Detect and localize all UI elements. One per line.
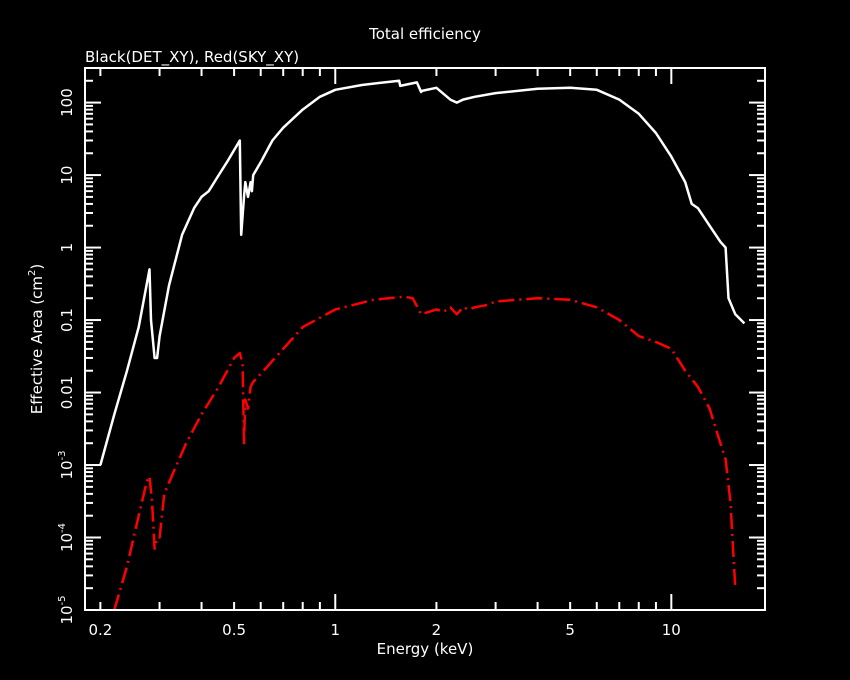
x-axis: 0.2 0.5 1 2 5 10	[88, 68, 681, 639]
y-tick-label-base: 10	[58, 533, 76, 552]
y-tick-label: 10-3	[57, 450, 76, 479]
y-axis-label-close: )	[28, 264, 46, 270]
y-tick-label: 10	[58, 166, 76, 185]
chart-title: Total efficiency	[368, 25, 481, 43]
y-tick-label: 100	[58, 88, 76, 117]
x-tick-label: 5	[565, 621, 575, 639]
plot-series	[99, 79, 746, 611]
y-tick-label-base: 10	[58, 460, 76, 479]
y-axis-label: Effective Area (cm2)	[27, 264, 46, 414]
y-tick-label: 10-4	[57, 523, 76, 552]
x-tick-label: 0.5	[222, 621, 246, 639]
y-tick-label-exp: -5	[57, 595, 68, 605]
x-tick-label: 0.2	[88, 621, 112, 639]
y-tick-label-base: 10	[58, 605, 76, 624]
x-axis-label: Energy (keV)	[377, 640, 474, 658]
y-tick-label: 1	[58, 243, 76, 253]
chart-subtitle: Black(DET_XY), Red(SKY_XY)	[85, 48, 299, 67]
y-tick-label: 0.01	[58, 376, 76, 409]
series-line-1	[113, 295, 737, 611]
series-line-0	[99, 79, 746, 466]
x-tick-label: 2	[432, 621, 442, 639]
y-axis-label-main: Effective Area (cm	[28, 276, 46, 414]
y-tick-label: 10-5	[57, 595, 76, 624]
x-tick-label: 1	[330, 621, 340, 639]
y-tick-label: 0.1	[58, 308, 76, 332]
y-tick-label-exp: -4	[57, 523, 68, 533]
plot-frame	[84, 67, 766, 611]
x-tick-label: 10	[662, 621, 681, 639]
y-tick-label-exp: -3	[57, 450, 68, 460]
y-axis-label-sup: 2	[27, 270, 38, 276]
